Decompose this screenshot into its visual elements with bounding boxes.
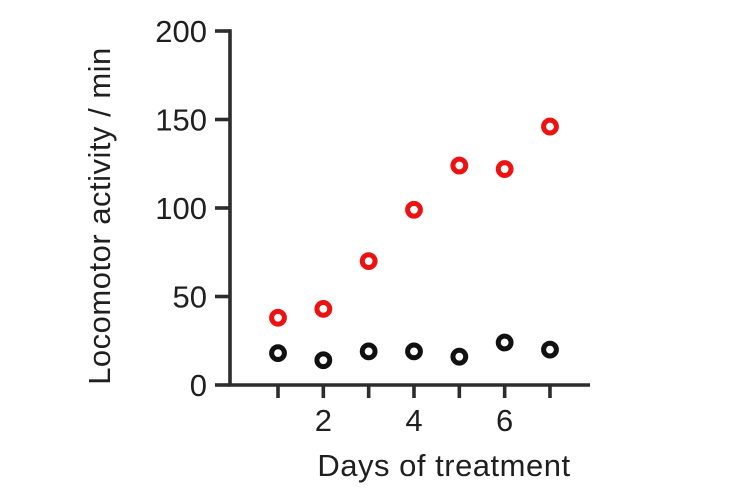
x-tick-label: 4 bbox=[405, 403, 422, 438]
y-tick-label: 50 bbox=[173, 280, 207, 315]
black-circles-data-point bbox=[495, 333, 514, 352]
black-circles-data-point bbox=[541, 340, 559, 359]
red-circles-data-point bbox=[405, 200, 423, 219]
x-tick-label: 2 bbox=[315, 403, 332, 438]
y-tick-label: 150 bbox=[155, 103, 207, 138]
y-tick-label: 200 bbox=[155, 14, 207, 49]
black-circles-data-point bbox=[314, 351, 333, 370]
red-circles-data-point bbox=[269, 308, 287, 327]
red-circles-data-point bbox=[314, 299, 333, 318]
y-axis-title: Locomotor activity / min bbox=[82, 47, 117, 385]
x-tick-label: 6 bbox=[496, 403, 513, 438]
black-circles-data-point bbox=[450, 347, 469, 366]
y-tick-label: 100 bbox=[155, 191, 207, 226]
red-circles-data-point bbox=[359, 252, 378, 271]
red-circles-data-point bbox=[495, 160, 514, 178]
y-tick-label: 0 bbox=[190, 368, 207, 403]
black-circles-data-point bbox=[269, 344, 287, 363]
x-axis-title: Days of treatment bbox=[317, 448, 571, 483]
black-circles-data-point bbox=[405, 342, 423, 361]
black-circles-data-point bbox=[359, 342, 378, 361]
red-circles-data-point bbox=[541, 117, 559, 136]
red-circles-data-point bbox=[450, 156, 469, 175]
